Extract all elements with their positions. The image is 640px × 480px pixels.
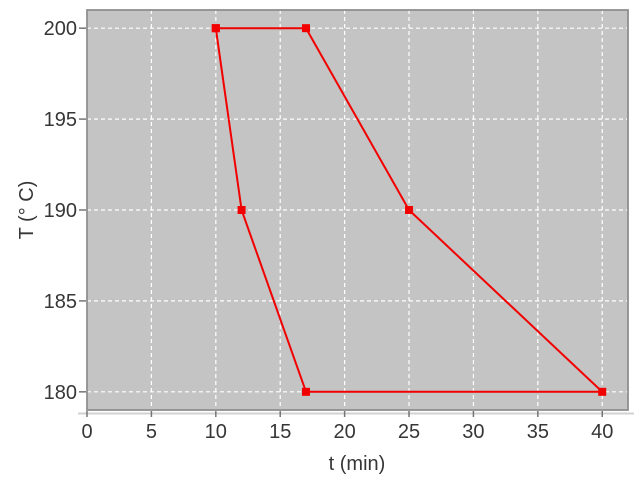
x-tick-label: 10 <box>205 421 227 443</box>
x-tick-label: 25 <box>398 421 420 443</box>
x-tick-label: 15 <box>269 421 291 443</box>
x-tick-label: 30 <box>462 421 484 443</box>
x-tick-label: 40 <box>591 421 613 443</box>
y-tick-label: 190 <box>44 200 77 222</box>
x-tick-label: 5 <box>146 421 157 443</box>
x-tick-label: 20 <box>333 421 355 443</box>
data-point-marker <box>211 24 220 33</box>
x-tick-label: 0 <box>81 421 92 443</box>
data-point-marker <box>405 206 414 214</box>
data-point-marker <box>301 24 310 33</box>
y-tick-label: 200 <box>44 18 77 40</box>
data-point-marker <box>598 387 607 396</box>
plot-area: 0 5 10 15 20 25 30 35 40 180 185 190 195 200 <box>44 9 634 443</box>
y-tick-label: 180 <box>44 382 77 404</box>
x-axis-title: t (min) <box>329 453 386 475</box>
data-point-marker <box>301 387 310 396</box>
y-axis-title: T (° C) <box>16 181 38 240</box>
y-tick-label: 185 <box>44 291 77 313</box>
x-tick-label: 35 <box>527 421 549 443</box>
data-point-marker <box>237 206 246 214</box>
plot-border <box>86 9 629 411</box>
plot-background <box>87 10 628 410</box>
y-tick-label: 195 <box>44 109 77 131</box>
